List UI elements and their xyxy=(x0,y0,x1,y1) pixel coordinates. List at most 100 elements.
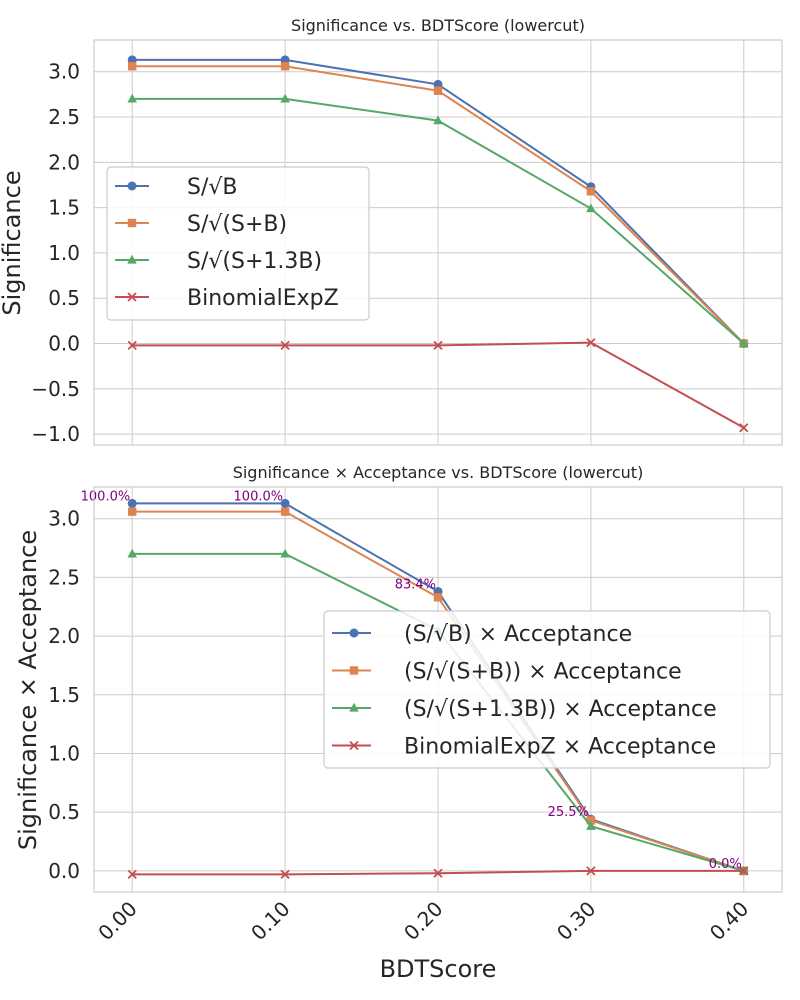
legend-marker xyxy=(127,254,137,264)
y-tick-label: 1.0 xyxy=(48,741,80,765)
x-axis-label: BDTScore xyxy=(380,955,497,983)
y-tick-label: −0.5 xyxy=(31,377,80,401)
legend-marker xyxy=(349,702,359,712)
series-group xyxy=(127,55,749,433)
x-tick-label: 0.20 xyxy=(399,897,447,945)
legend-marker xyxy=(349,628,359,638)
data-point xyxy=(280,93,290,103)
y-axis-label: Significance xyxy=(0,170,26,315)
legend-item-s-s-b-acceptance: (S/√(S+B)) × Acceptance xyxy=(332,660,682,685)
y-tick-label: 2.0 xyxy=(48,150,80,174)
legend-frame xyxy=(106,166,370,321)
data-point xyxy=(280,869,290,880)
y-axis-label: Significance × Acceptance xyxy=(14,530,42,850)
x-tick-label: 0.10 xyxy=(246,897,294,945)
x-tick-label: 0.40 xyxy=(705,897,753,945)
y-tick-label: 3.0 xyxy=(48,507,80,531)
data-point xyxy=(127,340,137,350)
acceptance-annotation: 100.0% xyxy=(81,489,131,504)
y-tick-labels: 0.0 0.5 1.0 1.5 2.0 2.5 3.0 xyxy=(48,507,80,883)
data-point xyxy=(127,498,137,508)
legend-marker xyxy=(349,740,359,751)
legend-label: (S/√B) × Acceptance xyxy=(404,622,632,647)
chart-title: Significance vs. BDTScore (lowercut) xyxy=(291,16,585,35)
data-point xyxy=(738,338,749,348)
legend-label: (S/√(S+1.3B)) × Acceptance xyxy=(404,697,717,722)
data-point xyxy=(128,507,137,516)
plot-frame xyxy=(93,486,783,893)
legend-item-s-b: S/√B xyxy=(115,175,238,200)
data-point xyxy=(739,423,749,433)
y-tick-label: 3.0 xyxy=(48,60,80,84)
data-point xyxy=(433,593,443,602)
chart-title: Significance × Acceptance vs. BDTScore (… xyxy=(233,463,644,482)
legend-item-binomialexpz: BinomialExpZ xyxy=(115,286,339,311)
legend-marker xyxy=(127,181,137,191)
legend-label: S/√B xyxy=(187,175,238,200)
data-point xyxy=(280,498,290,508)
series-group xyxy=(127,498,749,880)
data-point xyxy=(586,203,596,213)
data-point xyxy=(433,115,443,125)
legend-item-s-b-acceptance: (S/√B) × Acceptance xyxy=(332,622,632,647)
legend-item-s-s-1-3b: S/√(S+1.3B) xyxy=(115,249,322,274)
series-binomialexpz xyxy=(127,337,749,433)
significance-chart: −1.0 −0.5 0.0 0.5 1.0 1.5 2.0 2.5 3.0 Significan… xyxy=(0,16,783,446)
y-tick-label: 0.5 xyxy=(48,286,80,310)
data-point xyxy=(586,816,596,825)
y-tick-label: 1.5 xyxy=(48,683,80,707)
legend-item-binomialexpz-acceptance: BinomialExpZ × Acceptance xyxy=(332,735,716,760)
series-s-s-1-3b xyxy=(127,93,749,348)
legend-marker xyxy=(349,666,359,675)
data-point xyxy=(739,866,749,876)
data-point xyxy=(280,62,290,71)
data-point xyxy=(586,866,596,876)
y-tick-labels: −1.0 −0.5 0.0 0.5 1.0 1.5 2.0 2.5 3.0 xyxy=(31,60,80,446)
legend-frame xyxy=(323,610,771,769)
data-point xyxy=(586,337,596,348)
y-tick-label: 2.0 xyxy=(48,624,80,648)
y-tick-label: 2.5 xyxy=(48,105,80,129)
data-point xyxy=(586,187,596,196)
data-point xyxy=(586,821,596,830)
y-tick-label: 1.5 xyxy=(48,196,80,220)
data-point xyxy=(127,93,138,103)
x-tick-label: 0.00 xyxy=(93,897,141,945)
data-point xyxy=(280,507,290,516)
acceptance-annotation: 100.0% xyxy=(234,489,284,504)
legend: S/√B S/√(S+B) S/√(S+1.3B) BinomialExpZ xyxy=(106,166,370,321)
legend-item-s-s-1-3b-acceptance: (S/√(S+1.3B)) × Acceptance xyxy=(332,697,717,722)
y-tick-label: 0.0 xyxy=(48,332,80,356)
data-point xyxy=(127,869,137,880)
data-point xyxy=(433,340,443,350)
legend-label: (S/√(S+B)) × Acceptance xyxy=(404,660,682,685)
y-tick-label: −1.0 xyxy=(31,422,80,446)
legend-label: S/√(S+B) xyxy=(187,212,287,237)
series-binomialexpz-acceptance xyxy=(127,866,749,880)
legend-item-s-s-b: S/√(S+B) xyxy=(115,212,287,237)
y-tick-label: 2.5 xyxy=(48,565,80,589)
y-tick-label: 0.0 xyxy=(48,859,80,883)
significance-acceptance-chart: 100.0% 100.0% 83.4% 25.5% 0.0% 0.0 0.5 1.0 1.5 2… xyxy=(14,463,783,983)
data-point xyxy=(433,868,443,878)
acceptance-annotation: 25.5% xyxy=(548,805,589,820)
data-point xyxy=(280,548,290,558)
acceptance-annotations: 100.0% 100.0% 83.4% 25.5% 0.0% xyxy=(81,489,742,871)
plot-frame xyxy=(93,39,783,446)
y-tick-label: 1.0 xyxy=(48,241,80,265)
legend-label: BinomialExpZ × Acceptance xyxy=(404,735,716,760)
legend-marker xyxy=(127,292,137,302)
data-point xyxy=(433,86,443,95)
legend-marker xyxy=(127,218,137,228)
data-point xyxy=(128,62,137,71)
data-point xyxy=(280,340,290,350)
data-point xyxy=(127,548,138,558)
legend-label: BinomialExpZ xyxy=(187,286,339,311)
acceptance-annotation: 0.0% xyxy=(709,857,742,872)
legend-label: S/√(S+1.3B) xyxy=(187,249,322,274)
acceptance-annotation: 83.4% xyxy=(395,577,436,592)
legend: (S/√B) × Acceptance (S/√(S+B)) × Acceptan… xyxy=(323,610,771,769)
x-tick-labels: 0.00 0.10 0.20 0.30 0.40 xyxy=(93,897,753,945)
x-tick-label: 0.30 xyxy=(552,897,600,945)
